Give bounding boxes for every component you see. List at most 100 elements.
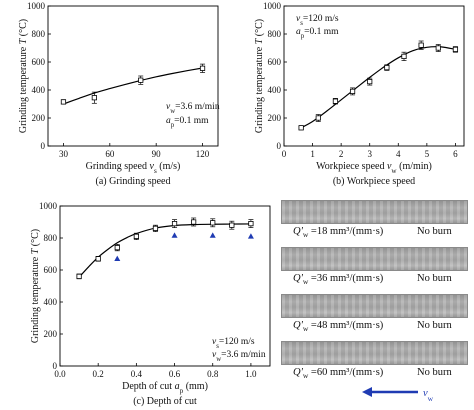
- fit-curve: [78, 223, 251, 278]
- data-point: [91, 95, 97, 101]
- data-point: [401, 53, 407, 60]
- x-tick-label: 60: [105, 149, 115, 159]
- x-axis-label: Grinding speed vs (m/s): [86, 161, 181, 175]
- data-point: [418, 42, 424, 48]
- fit-curve: [300, 46, 456, 129]
- removal-rate-label: Q'w =18 mm³/(mm·s): [293, 226, 384, 240]
- x-tick-label: 0.2: [93, 369, 104, 379]
- x-tick-label: 0.4: [131, 369, 143, 379]
- y-tick-label: 400: [44, 297, 58, 307]
- data-point: [138, 77, 144, 83]
- y-tick-label: 800: [44, 233, 58, 243]
- x-tick-label: 3: [367, 149, 372, 159]
- triangle-point: [171, 232, 178, 238]
- x-tick-label: 2: [339, 149, 344, 159]
- x-tick-label: 0.8: [207, 369, 219, 379]
- workpiece-photo: [281, 294, 468, 318]
- data-point: [435, 45, 441, 51]
- x-tick-label: 1: [310, 149, 315, 159]
- arrow-head: [362, 387, 372, 397]
- data-point: [171, 220, 178, 227]
- data-point: [191, 219, 197, 225]
- data-point: [384, 65, 390, 71]
- workpiece-photo: [281, 247, 468, 271]
- plot-frame: [283, 5, 465, 147]
- data-point: [60, 99, 67, 105]
- y-tick-label: 600: [32, 57, 46, 67]
- workpiece-photo: [281, 200, 468, 224]
- fit-curve: [63, 67, 203, 105]
- data-point: [332, 98, 339, 104]
- burn-status: No burn: [417, 320, 452, 331]
- y-tick-label: 200: [268, 113, 282, 123]
- removal-rate-label: Q'w =48 mm³/(mm·s): [293, 320, 384, 334]
- annotation-line: ap=0.1 mm: [166, 116, 209, 129]
- chart-workpiece-speed: 0 1 2 3 4 5 6 0 200 400 600 800 1000 Workpiece speed …: [254, 1, 465, 187]
- data-point: [114, 244, 120, 251]
- y-tick-label: 800: [32, 29, 46, 39]
- data-point: [349, 88, 356, 94]
- x-tick-label: 6: [453, 149, 458, 159]
- x-tick-label: 1.0: [245, 369, 257, 379]
- x-tick-label: 0: [282, 149, 287, 159]
- annotation-line: ap=0.1 mm: [296, 27, 339, 40]
- burn-status: No burn: [417, 367, 452, 378]
- y-axis-label: Grinding temperature T (°C): [18, 19, 29, 133]
- x-tick-label: 0.6: [169, 369, 181, 379]
- triangle-point: [114, 255, 121, 261]
- annotation-line: vw=3.6 m/min: [212, 350, 266, 363]
- plot-frame: [47, 5, 219, 147]
- annotation-line: vw=3.6 m/min: [166, 102, 220, 115]
- x-tick-label: 30: [59, 149, 69, 159]
- workpiece-photos: Q'w =18 mm³/(mm·s) No burn Q'w =36 mm³/(mm…: [281, 200, 468, 390]
- removal-rate-label: Q'w =36 mm³/(mm·s): [293, 273, 384, 287]
- data-point: [452, 46, 459, 53]
- y-tick-label: 1000: [39, 201, 58, 211]
- y-tick-label: 600: [44, 265, 58, 275]
- triangle-point: [209, 232, 216, 238]
- chart-grinding-speed: 30 60 90 120 0 200 400 600 800 1000 Grinding speed…: [18, 1, 220, 187]
- x-tick-label: 90: [152, 149, 162, 159]
- y-tick-label: 800: [268, 29, 282, 39]
- x-tick-label: 120: [196, 149, 210, 159]
- plot-frame: [59, 205, 271, 367]
- panel-caption: (c) Depth of cut: [133, 396, 197, 407]
- y-tick-label: 0: [53, 361, 58, 371]
- workpiece-photo: [281, 341, 468, 365]
- y-tick-label: 400: [268, 85, 282, 95]
- x-tick-label: 0.0: [54, 369, 66, 379]
- panel-caption: (a) Grinding speed: [96, 176, 171, 187]
- data-point: [133, 233, 139, 239]
- data-point: [76, 273, 82, 280]
- data-point: [152, 225, 159, 231]
- annotation-line: vs=120 m/s: [296, 14, 339, 27]
- y-tick-label: 200: [44, 329, 58, 339]
- x-tick-label: 5: [425, 149, 430, 159]
- data-point: [199, 65, 206, 71]
- data-point: [298, 125, 304, 131]
- data-point: [248, 220, 254, 227]
- data-point: [210, 220, 216, 226]
- data-point: [95, 256, 101, 262]
- y-tick-label: 0: [277, 141, 282, 151]
- y-axis-label: Grinding temperature T (°C): [254, 19, 265, 133]
- y-tick-label: 1000: [27, 1, 46, 11]
- data-point: [367, 79, 373, 85]
- annotation-line: vs=120 m/s: [212, 337, 255, 350]
- removal-rate-label: Q'w =60 mm³/(mm·s): [293, 367, 384, 381]
- x-axis-label: Workpiece speed vw (m/min): [316, 161, 432, 175]
- burn-status: No burn: [417, 226, 452, 237]
- feed-direction-arrow: vw: [362, 387, 434, 403]
- x-tick-label: 4: [396, 149, 401, 159]
- x-axis-label: Depth of cut ap (mm): [122, 381, 208, 395]
- panel-caption: (b) Workpiece speed: [333, 176, 415, 187]
- data-point: [315, 115, 321, 121]
- triangle-point: [247, 233, 254, 239]
- y-tick-label: 200: [32, 113, 46, 123]
- y-tick-label: 600: [268, 57, 282, 67]
- burn-status: No burn: [417, 273, 452, 284]
- chart-depth-of-cut: 0.0 0.2 0.4 0.6 0.8 1.0 0 200 400 600 800 1000 Depth…: [30, 201, 271, 407]
- data-point: [229, 222, 235, 228]
- arrow-label: vw: [423, 388, 434, 403]
